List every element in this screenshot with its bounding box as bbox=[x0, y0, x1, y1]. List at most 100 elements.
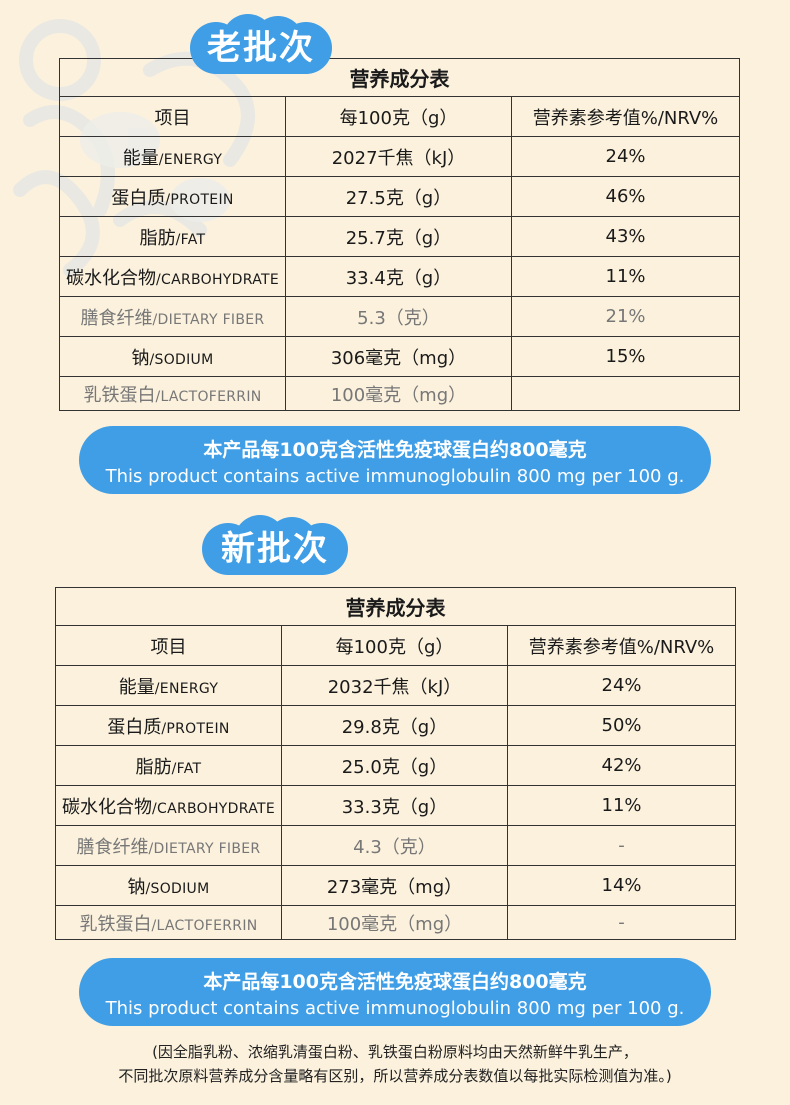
table-title: 营养成分表 bbox=[58, 58, 741, 97]
banner-text-zh: 本产品每100克含活性免疫球蛋白约800毫克 bbox=[203, 971, 587, 993]
nutrient-amount: 306毫克（mg） bbox=[285, 336, 512, 377]
nutrient-name-zh: 钠 bbox=[127, 876, 146, 898]
nutrient-name: 膳食纤维/DIETARY FIBER bbox=[55, 825, 282, 866]
header-nrv: 营养素参考值%/NRV% bbox=[510, 96, 741, 137]
table-row: 膳食纤维/DIETARY FIBER 4.3（克） - bbox=[55, 825, 737, 866]
nutrient-nrv: - bbox=[506, 905, 737, 940]
nutrient-name: 乳铁蛋白/LACTOFERRIN bbox=[55, 905, 282, 940]
nutrient-amount: 2027千焦（kJ） bbox=[285, 136, 512, 177]
nutrient-name-zh: 脂肪 bbox=[139, 227, 176, 249]
banner-text-en: This product contains active immunoglobu… bbox=[105, 998, 685, 1019]
table-row: 能量/ENERGY 2027千焦（kJ） 24% bbox=[59, 136, 741, 177]
nutrient-name-zh: 能量 bbox=[118, 676, 155, 698]
nutrient-name-en: /ENERGY bbox=[154, 680, 219, 697]
nutrient-name: 钠/SODIUM bbox=[59, 336, 286, 377]
nutrient-name-zh: 能量 bbox=[122, 147, 159, 169]
table-row: 蛋白质/PROTEIN 27.5克（g） 46% bbox=[59, 176, 741, 217]
nutrient-name: 钠/SODIUM bbox=[55, 865, 282, 906]
nutrition-table-new-batch: 营养成分表 项目 每100克（g） 营养素参考值%/NRV% 能量/ENERGY… bbox=[54, 587, 737, 940]
nutrient-name-en: /SODIUM bbox=[145, 880, 210, 897]
nutrient-name-en: /LACTOFERRIN bbox=[155, 388, 262, 405]
nutrient-name-zh: 乳铁蛋白 bbox=[79, 913, 152, 935]
nutrient-name-zh: 碳水化合物 bbox=[62, 796, 152, 818]
table-row: 膳食纤维/DIETARY FIBER 5.3（克） 21% bbox=[59, 296, 741, 337]
nutrient-amount: 100毫克（mg） bbox=[285, 376, 512, 411]
nutrient-nrv: 14% bbox=[506, 865, 737, 906]
nutrient-name-en: /DIETARY FIBER bbox=[148, 840, 261, 857]
footnote: (因全脂乳粉、浓缩乳清蛋白粉、乳铁蛋白粉原料均由天然新鲜牛乳生产， 不同批次原料… bbox=[0, 1040, 790, 1088]
table-header-row: 项目 每100克（g） 营养素参考值%/NRV% bbox=[59, 96, 741, 137]
header-item: 项目 bbox=[59, 96, 286, 137]
nutrient-nrv: 50% bbox=[506, 705, 737, 746]
table-row: 脂肪/FAT 25.7克（g） 43% bbox=[59, 216, 741, 257]
nutrient-nrv: 15% bbox=[510, 336, 741, 377]
table-row: 乳铁蛋白/LACTOFERRIN 100毫克（mg） - bbox=[55, 905, 737, 940]
banner-text-zh: 本产品每100克含活性免疫球蛋白约800毫克 bbox=[203, 439, 587, 461]
cloud-badge-icon bbox=[202, 515, 348, 575]
nutrient-name-en: /CARBOHYDRATE bbox=[156, 271, 279, 288]
immunoglobulin-banner-new: 本产品每100克含活性免疫球蛋白约800毫克 This product cont… bbox=[79, 958, 711, 1026]
cloud-badge-icon bbox=[190, 14, 332, 74]
batch-label-new: 新批次 bbox=[198, 515, 352, 575]
nutrient-name-en: /FAT bbox=[171, 760, 202, 777]
nutrient-nrv: 42% bbox=[506, 745, 737, 786]
table-row: 乳铁蛋白/LACTOFERRIN 100毫克（mg） bbox=[59, 376, 741, 411]
nutrient-amount: 5.3（克） bbox=[285, 296, 512, 337]
nutrient-amount: 2032千焦（kJ） bbox=[281, 665, 508, 706]
nutrient-name-en: /LACTOFERRIN bbox=[151, 917, 258, 934]
nutrient-nrv: 11% bbox=[506, 785, 737, 826]
nutrient-amount: 29.8克（g） bbox=[281, 705, 508, 746]
footnote-line-1: (因全脂乳粉、浓缩乳清蛋白粉、乳铁蛋白粉原料均由天然新鲜牛乳生产， bbox=[152, 1043, 638, 1061]
nutrient-amount: 33.3克（g） bbox=[281, 785, 508, 826]
nutrient-name: 蛋白质/PROTEIN bbox=[59, 176, 286, 217]
nutrient-amount: 100毫克（mg） bbox=[281, 905, 508, 940]
table-row: 钠/SODIUM 306毫克（mg） 15% bbox=[59, 336, 741, 377]
nutrient-name: 蛋白质/PROTEIN bbox=[55, 705, 282, 746]
banner-text-en: This product contains active immunoglobu… bbox=[105, 466, 685, 487]
nutrient-amount: 4.3（克） bbox=[281, 825, 508, 866]
nutrient-name-zh: 膳食纤维 bbox=[76, 836, 149, 858]
nutrient-name: 乳铁蛋白/LACTOFERRIN bbox=[59, 376, 286, 411]
nutrition-table-old-batch: 营养成分表 项目 每100克（g） 营养素参考值%/NRV% 能量/ENERGY… bbox=[58, 58, 741, 411]
nutrient-name-en: /FAT bbox=[175, 231, 206, 248]
table-title: 营养成分表 bbox=[54, 587, 737, 626]
batch-label-old: 老批次 bbox=[186, 14, 336, 74]
nutrient-name-zh: 碳水化合物 bbox=[66, 267, 156, 289]
nutrient-amount: 273毫克（mg） bbox=[281, 865, 508, 906]
nutrient-name-zh: 膳食纤维 bbox=[80, 307, 153, 329]
table-row: 碳水化合物/CARBOHYDRATE 33.3克（g） 11% bbox=[55, 785, 737, 826]
header-per-100g: 每100克（g） bbox=[285, 96, 512, 137]
nutrient-nrv: - bbox=[506, 825, 737, 866]
footnote-line-2: 不同批次原料营养成分含量略有区别，所以营养成分表数值以每批实际检测值为准。) bbox=[118, 1067, 672, 1085]
nutrient-nrv: 21% bbox=[510, 296, 741, 337]
nutrient-nrv: 46% bbox=[510, 176, 741, 217]
nutrient-amount: 33.4克（g） bbox=[285, 256, 512, 297]
nutrient-name-zh: 钠 bbox=[131, 347, 150, 369]
nutrient-amount: 27.5克（g） bbox=[285, 176, 512, 217]
nutrient-nrv bbox=[510, 376, 741, 411]
table-row: 脂肪/FAT 25.0克（g） 42% bbox=[55, 745, 737, 786]
nutrient-nrv: 43% bbox=[510, 216, 741, 257]
nutrient-name-zh: 蛋白质 bbox=[107, 716, 162, 738]
nutrient-name: 脂肪/FAT bbox=[55, 745, 282, 786]
table-row: 蛋白质/PROTEIN 29.8克（g） 50% bbox=[55, 705, 737, 746]
batch-label-text: 新批次 bbox=[221, 528, 329, 569]
nutrient-nrv: 24% bbox=[506, 665, 737, 706]
nutrient-name-zh: 乳铁蛋白 bbox=[83, 384, 156, 406]
nutrient-name-en: /DIETARY FIBER bbox=[152, 311, 265, 328]
batch-label-text: 老批次 bbox=[207, 27, 315, 68]
nutrient-name: 能量/ENERGY bbox=[59, 136, 286, 177]
nutrient-name: 碳水化合物/CARBOHYDRATE bbox=[59, 256, 286, 297]
table-header-row: 项目 每100克（g） 营养素参考值%/NRV% bbox=[55, 625, 737, 666]
immunoglobulin-banner-old: 本产品每100克含活性免疫球蛋白约800毫克 This product cont… bbox=[79, 426, 711, 494]
nutrient-nrv: 11% bbox=[510, 256, 741, 297]
nutrient-name-zh: 蛋白质 bbox=[111, 187, 166, 209]
nutrient-amount: 25.0克（g） bbox=[281, 745, 508, 786]
nutrient-name-en: /PROTEIN bbox=[161, 720, 230, 737]
nutrient-amount: 25.7克（g） bbox=[285, 216, 512, 257]
header-nrv: 营养素参考值%/NRV% bbox=[506, 625, 737, 666]
nutrient-name: 膳食纤维/DIETARY FIBER bbox=[59, 296, 286, 337]
nutrient-nrv: 24% bbox=[510, 136, 741, 177]
header-item: 项目 bbox=[55, 625, 282, 666]
nutrient-name-en: /ENERGY bbox=[158, 151, 223, 168]
